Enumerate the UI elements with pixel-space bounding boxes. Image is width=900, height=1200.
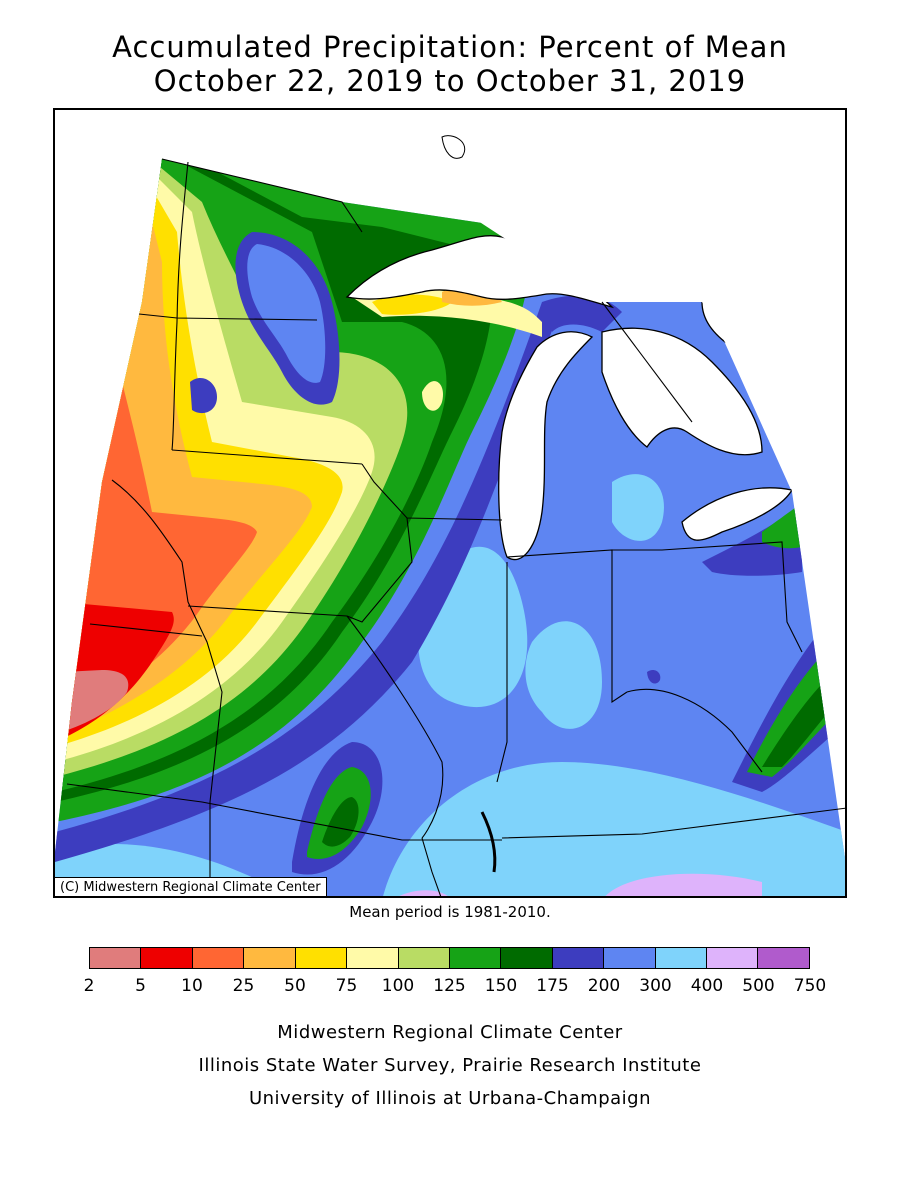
legend-tick-label: 75 xyxy=(335,976,358,996)
legend-swatch xyxy=(398,948,450,968)
legend-swatch xyxy=(449,948,502,968)
legend-swatch xyxy=(90,948,142,968)
credit-line-3: University of Illinois at Urbana-Champai… xyxy=(248,1088,652,1109)
legend-tick-label: 125 xyxy=(433,976,466,996)
legend-tick-label: 500 xyxy=(742,976,775,996)
precipitation-map: (C) Midwestern Regional Climate Center xyxy=(53,108,847,898)
canada-area xyxy=(55,110,845,492)
legend-tick-label: 5 xyxy=(135,976,146,996)
mean-period-note: Mean period is 1981-2010. xyxy=(349,903,551,921)
legend-tick-label: 100 xyxy=(381,976,415,996)
legend-swatch xyxy=(244,948,296,968)
state-boundaries xyxy=(66,158,845,896)
legend-tick-label: 50 xyxy=(284,976,306,996)
legend-tick-label: 175 xyxy=(536,976,569,996)
color-legend-bar xyxy=(89,947,810,969)
isle-royale xyxy=(441,135,465,159)
legend-tick-label: 10 xyxy=(181,976,203,996)
legend-tick-label: 150 xyxy=(484,976,518,996)
legend-swatch xyxy=(141,948,193,968)
legend-tick-label: 750 xyxy=(793,976,827,996)
legend-swatch xyxy=(192,948,245,968)
legend-tick-labels: 2 5 10 25 50 75 100 125 150 175 200 300 400 500 750 xyxy=(0,976,900,998)
map-canvas xyxy=(55,110,845,896)
legend-swatch xyxy=(707,948,759,968)
legend-swatch xyxy=(501,948,553,968)
legend-swatch xyxy=(655,948,708,968)
legend-swatch xyxy=(295,948,348,968)
great-lakes xyxy=(345,235,794,561)
credit-line-2: Illinois State Water Survey, Prairie Res… xyxy=(198,1055,702,1076)
mississippi-river-segment xyxy=(480,811,497,873)
legend-tick-label: 25 xyxy=(232,976,255,996)
legend-tick-label: 200 xyxy=(587,976,621,996)
legend-tick-label: 2 xyxy=(83,976,95,996)
legend-tick-label: 300 xyxy=(639,976,672,996)
map-subtitle-dates: October 22, 2019 to October 31, 2019 xyxy=(153,64,747,98)
copyright-notice: (C) Midwestern Regional Climate Center xyxy=(55,877,327,896)
legend-swatch xyxy=(758,948,809,968)
legend-tick-label: 400 xyxy=(690,976,724,996)
legend-swatch xyxy=(552,948,605,968)
credit-line-1: Midwestern Regional Climate Center xyxy=(277,1022,623,1043)
legend-swatch xyxy=(604,948,656,968)
legend-swatch xyxy=(347,948,399,968)
map-title: Accumulated Precipitation: Percent of Me… xyxy=(112,30,788,64)
